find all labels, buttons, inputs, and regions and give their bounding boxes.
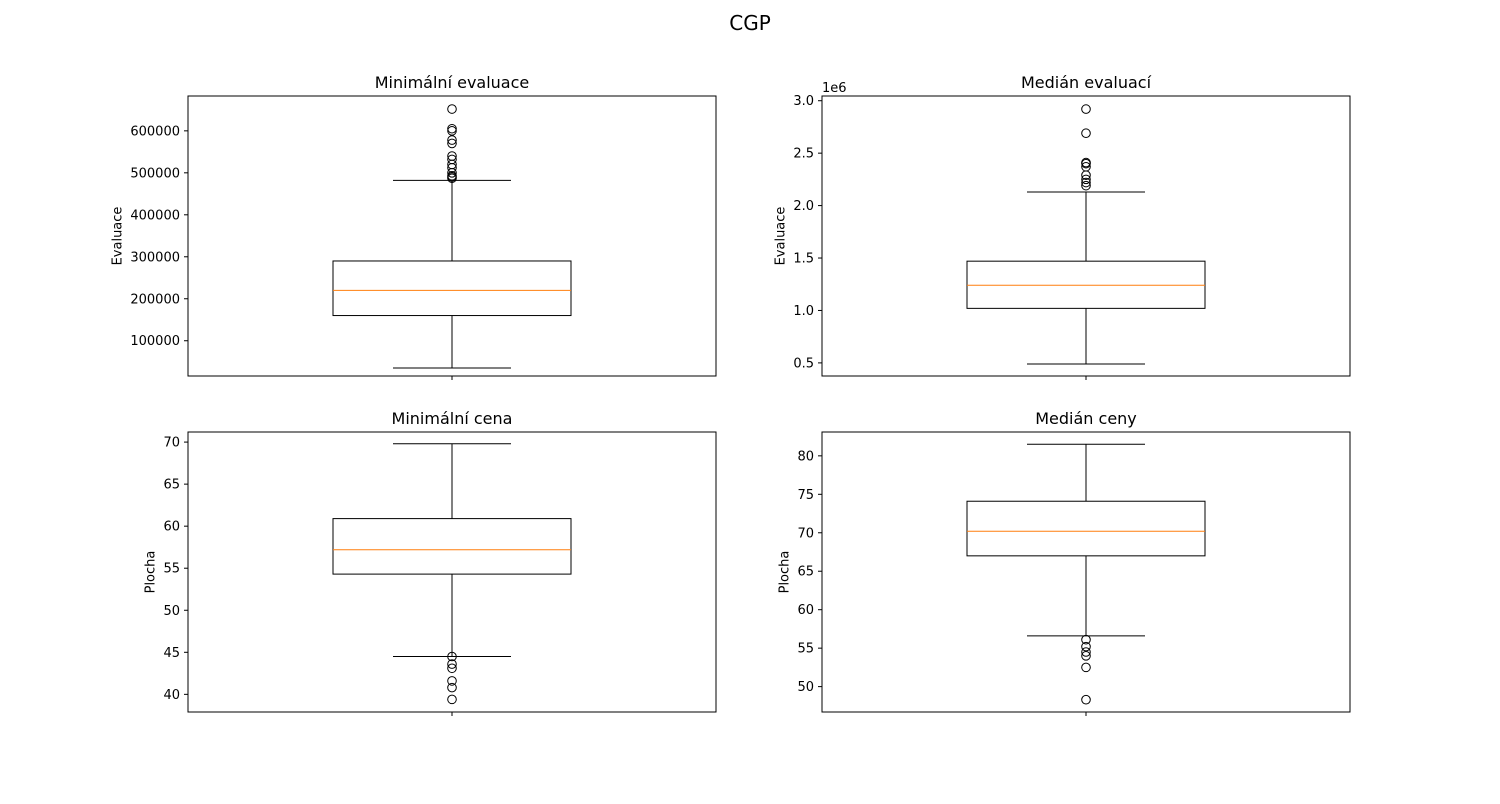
y-tick-label: 55 bbox=[163, 562, 180, 577]
y-tick-label: 55 bbox=[797, 642, 814, 657]
y-offset-label: 1e6 bbox=[822, 81, 847, 96]
y-tick-label: 300000 bbox=[130, 250, 180, 265]
y-tick-label: 60 bbox=[797, 603, 814, 618]
outlier-point bbox=[447, 682, 457, 693]
outlier-point bbox=[1081, 641, 1091, 652]
iqr-box bbox=[966, 260, 1206, 309]
outlier-point bbox=[447, 104, 457, 114]
axes-frame bbox=[821, 431, 1351, 713]
y-tick-label: 65 bbox=[163, 478, 180, 493]
y-tick-label: 40 bbox=[163, 688, 180, 703]
outlier-point bbox=[447, 663, 457, 674]
outlier-point bbox=[447, 659, 457, 669]
subplot-title: Minimální cena bbox=[392, 409, 513, 428]
y-tick-label: 50 bbox=[797, 680, 814, 695]
y-tick-label: 2.5 bbox=[793, 147, 814, 162]
y-axis-label: Evaluace bbox=[110, 207, 125, 266]
outlier-point bbox=[1081, 174, 1091, 185]
outlier-point bbox=[447, 126, 457, 136]
outlier-point bbox=[1081, 161, 1091, 172]
outlier-point bbox=[1081, 647, 1091, 657]
subplot-title: Medián evaluací bbox=[1021, 73, 1152, 92]
y-tick-label: 3.0 bbox=[793, 94, 814, 109]
y-tick-label: 100000 bbox=[130, 334, 180, 349]
y-tick-label: 1.5 bbox=[793, 252, 814, 267]
outlier-point bbox=[1081, 651, 1091, 661]
y-tick-label: 50 bbox=[163, 604, 180, 619]
outlier-point bbox=[447, 135, 457, 145]
y-tick-label: 70 bbox=[797, 526, 814, 541]
y-tick-label: 60 bbox=[163, 520, 180, 535]
outlier-point bbox=[447, 170, 457, 181]
subplot-title: Medián ceny bbox=[1035, 409, 1137, 428]
y-tick-label: 65 bbox=[797, 565, 814, 580]
subplot-4: Medián ceny 50 55 60 65 70 75 80 Plocha bbox=[777, 409, 1351, 716]
axes-frame bbox=[187, 431, 717, 713]
iqr-box bbox=[332, 260, 572, 317]
subplot-2: Medián evaluací 0.5 1.0 1.5 2.0 2.5 3.0 1e6 Eval… bbox=[773, 73, 1351, 380]
y-tick-label: 45 bbox=[163, 646, 180, 661]
y-tick-label: 1.0 bbox=[793, 304, 814, 319]
y-tick-label: 400000 bbox=[130, 208, 180, 223]
y-tick-label: 500000 bbox=[130, 166, 180, 181]
subplot-3: Minimální cena 40 45 50 55 60 65 70 Plocha bbox=[143, 409, 717, 716]
outlier-point bbox=[447, 694, 457, 705]
iqr-box bbox=[966, 500, 1206, 557]
y-tick-label: 200000 bbox=[130, 292, 180, 307]
figure-title: CGP bbox=[729, 11, 771, 35]
subplot-title: Minimální evaluace bbox=[375, 73, 530, 92]
y-axis-label: Plocha bbox=[143, 551, 158, 594]
y-tick-label: 2.0 bbox=[793, 199, 814, 214]
outlier-point bbox=[447, 676, 457, 686]
y-axis-label: Plocha bbox=[777, 551, 792, 594]
outlier-point bbox=[447, 154, 457, 165]
outlier-point bbox=[447, 138, 457, 149]
y-tick-label: 75 bbox=[797, 488, 814, 503]
y-tick-label: 600000 bbox=[130, 124, 180, 139]
axes-frame bbox=[187, 95, 717, 377]
outlier-point bbox=[1081, 128, 1091, 139]
y-tick-label: 0.5 bbox=[793, 356, 814, 371]
y-tick-label: 80 bbox=[797, 449, 814, 464]
subplot-1: Minimální evaluace 100000 200000 300000 4000… bbox=[110, 73, 717, 380]
outlier-point bbox=[1081, 157, 1091, 168]
y-tick-label: 70 bbox=[163, 436, 180, 451]
outlier-point bbox=[447, 123, 457, 134]
iqr-box bbox=[332, 518, 572, 575]
outlier-point bbox=[1081, 104, 1091, 114]
outlier-point bbox=[447, 651, 457, 662]
outlier-point bbox=[447, 151, 457, 161]
y-axis-label: Evaluace bbox=[773, 207, 788, 266]
axes-frame bbox=[821, 95, 1351, 377]
outlier-point bbox=[1081, 634, 1091, 645]
outlier-point bbox=[1081, 180, 1091, 191]
outlier-point bbox=[1081, 694, 1091, 705]
outlier-point bbox=[1081, 662, 1091, 673]
outlier-point bbox=[1081, 177, 1091, 188]
